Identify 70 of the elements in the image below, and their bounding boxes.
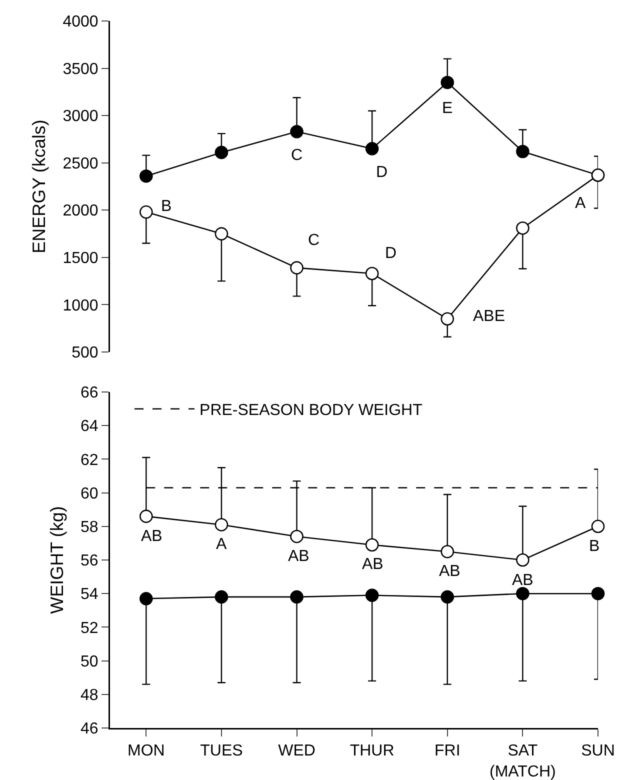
annotation: A xyxy=(575,195,586,212)
y-tick-label: 58 xyxy=(80,519,98,536)
point xyxy=(214,146,228,160)
point xyxy=(365,266,379,280)
annotation: AB xyxy=(439,563,460,580)
y-tick-label: 62 xyxy=(80,452,98,469)
annotation: B xyxy=(161,198,172,215)
point xyxy=(140,205,153,219)
y-tick-label: 46 xyxy=(80,720,98,738)
y-tick-label: 50 xyxy=(80,653,98,670)
point xyxy=(365,538,379,552)
annotation: AB xyxy=(141,528,162,545)
annotation: AB xyxy=(512,572,534,589)
x-tick-label: TUES xyxy=(200,742,243,760)
point xyxy=(591,586,605,600)
x-tick-label: WED xyxy=(278,742,316,760)
point xyxy=(140,592,153,606)
y-tick-label: 2000 xyxy=(62,202,98,220)
annotation: AB xyxy=(362,556,384,573)
point xyxy=(440,590,454,604)
point xyxy=(290,125,304,138)
y-tick-label: 3000 xyxy=(62,108,98,126)
point xyxy=(440,76,454,90)
y-tick-label: 1500 xyxy=(62,250,98,268)
y-tick-label: 2500 xyxy=(62,155,98,172)
point xyxy=(516,221,530,235)
x-tick-label: THUR xyxy=(350,742,394,760)
annotation: C xyxy=(291,147,303,164)
y-axis-title: WEIGHT (kg) xyxy=(46,506,67,614)
y-tick-label: 52 xyxy=(80,620,98,637)
y-tick-label: 64 xyxy=(80,418,98,436)
x-tick-label: MON xyxy=(127,742,165,760)
annotation: A xyxy=(216,536,227,553)
annotation: C xyxy=(308,232,320,249)
point xyxy=(140,510,153,523)
annotation: B xyxy=(589,538,600,555)
legend-label: PRE-SEASON BODY WEIGHT xyxy=(200,402,423,420)
point xyxy=(214,518,228,532)
point xyxy=(440,312,454,326)
point xyxy=(591,520,605,534)
x-tick-label: SUN xyxy=(581,742,615,760)
y-tick-label: 60 xyxy=(80,485,98,502)
point xyxy=(440,544,454,558)
y-tick-label: 500 xyxy=(72,344,98,362)
x-tick-label: SAT (MATCH) xyxy=(490,742,556,780)
annotation: AB xyxy=(288,548,310,565)
point xyxy=(365,142,379,156)
point xyxy=(516,144,530,158)
point xyxy=(516,586,530,600)
point xyxy=(140,169,153,183)
y-tick-label: 4000 xyxy=(62,14,98,31)
y-tick-label: 56 xyxy=(80,552,98,570)
point xyxy=(516,553,530,567)
y-tick-label: 3500 xyxy=(62,60,98,78)
annotation: D xyxy=(385,245,397,262)
y-axis-title: ENERGY (kcals) xyxy=(29,120,50,254)
y-tick-label: 48 xyxy=(80,687,98,704)
y-tick-label: 1000 xyxy=(62,297,98,314)
point xyxy=(214,227,228,240)
point xyxy=(290,590,304,604)
point xyxy=(365,588,379,602)
annotation: D xyxy=(376,164,388,181)
annotation: E xyxy=(442,100,453,117)
annotation: ABE xyxy=(473,308,506,325)
x-tick-label: FRI xyxy=(434,742,460,760)
point xyxy=(214,590,228,604)
y-tick-label: 66 xyxy=(80,384,98,402)
y-tick-label: 54 xyxy=(80,586,98,604)
point xyxy=(290,530,304,544)
point xyxy=(290,261,304,274)
